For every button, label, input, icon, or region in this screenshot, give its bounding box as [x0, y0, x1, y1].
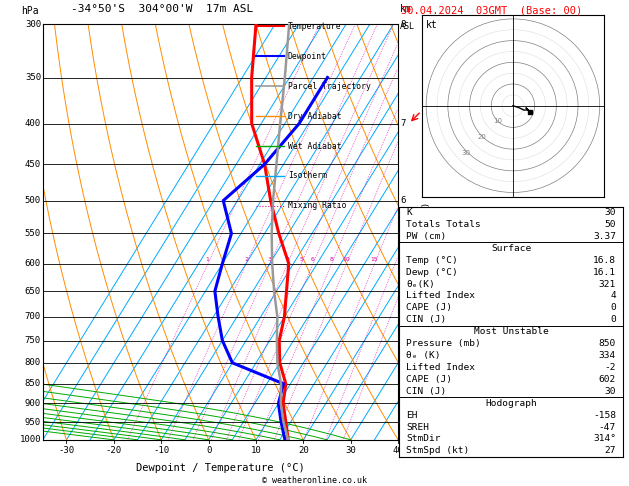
Text: kt: kt: [425, 20, 437, 30]
Text: 30.04.2024  03GMT  (Base: 00): 30.04.2024 03GMT (Base: 00): [401, 6, 582, 16]
Text: Surface: Surface: [491, 244, 531, 253]
Text: LCL: LCL: [400, 435, 416, 444]
Text: 5: 5: [299, 257, 303, 262]
Text: © weatheronline.co.uk: © weatheronline.co.uk: [262, 476, 367, 485]
Text: Mixing Ratio: Mixing Ratio: [288, 201, 347, 210]
Text: 1: 1: [400, 399, 405, 408]
Text: 400: 400: [25, 119, 41, 128]
Text: -30: -30: [58, 446, 74, 455]
Text: 15: 15: [370, 257, 378, 262]
Text: 10: 10: [343, 257, 350, 262]
Text: 10: 10: [250, 446, 262, 455]
Text: 334: 334: [599, 351, 616, 360]
Text: -2: -2: [604, 363, 616, 372]
Text: Pressure (mb): Pressure (mb): [406, 339, 481, 348]
Text: 30: 30: [462, 150, 470, 156]
Text: 4: 4: [400, 259, 405, 268]
Text: 800: 800: [25, 358, 41, 367]
Text: 0: 0: [206, 446, 211, 455]
Text: EH: EH: [406, 411, 418, 419]
Text: 30: 30: [604, 208, 616, 217]
Text: 50: 50: [604, 220, 616, 229]
Text: θₑ (K): θₑ (K): [406, 351, 440, 360]
Text: 650: 650: [25, 287, 41, 295]
Text: CAPE (J): CAPE (J): [406, 375, 452, 384]
Text: 8: 8: [400, 20, 405, 29]
Text: 7: 7: [400, 119, 405, 128]
Text: SREH: SREH: [406, 422, 429, 432]
Text: 850: 850: [599, 339, 616, 348]
Text: CAPE (J): CAPE (J): [406, 303, 452, 312]
Text: Temp (°C): Temp (°C): [406, 256, 458, 265]
Text: Dry Adiabat: Dry Adiabat: [288, 112, 342, 121]
Text: 0: 0: [610, 303, 616, 312]
Text: 5: 5: [400, 229, 405, 238]
Text: 314°: 314°: [593, 434, 616, 443]
Text: Lifted Index: Lifted Index: [406, 363, 475, 372]
Text: 850: 850: [25, 379, 41, 388]
Text: 20: 20: [298, 446, 309, 455]
Text: -20: -20: [106, 446, 122, 455]
Text: StmDir: StmDir: [406, 434, 440, 443]
Text: 6: 6: [400, 196, 405, 205]
Text: 950: 950: [25, 417, 41, 427]
Text: 900: 900: [25, 399, 41, 408]
Text: -34°50'S  304°00'W  17m ASL: -34°50'S 304°00'W 17m ASL: [71, 4, 253, 14]
Text: 8: 8: [330, 257, 333, 262]
Text: Dewp (°C): Dewp (°C): [406, 268, 458, 277]
Text: 300: 300: [25, 20, 41, 29]
Text: 20: 20: [477, 134, 486, 140]
Text: Most Unstable: Most Unstable: [474, 327, 548, 336]
Text: 16.1: 16.1: [593, 268, 616, 277]
Text: Parcel Trajectory: Parcel Trajectory: [288, 82, 371, 91]
Text: Mixing Ratio (g/kg): Mixing Ratio (g/kg): [422, 202, 431, 304]
Text: -158: -158: [593, 411, 616, 419]
Text: 500: 500: [25, 196, 41, 205]
Text: 0: 0: [610, 315, 616, 324]
Text: 1000: 1000: [19, 435, 41, 444]
Text: 750: 750: [25, 336, 41, 345]
Text: 30: 30: [345, 446, 356, 455]
Text: ASL: ASL: [400, 22, 415, 31]
Text: 321: 321: [599, 279, 616, 289]
Text: PW (cm): PW (cm): [406, 232, 447, 241]
Text: 550: 550: [25, 229, 41, 238]
Text: 600: 600: [25, 259, 41, 268]
Text: K: K: [406, 208, 412, 217]
Text: 10: 10: [493, 118, 502, 124]
Text: Isotherm: Isotherm: [288, 172, 327, 180]
Text: 30: 30: [604, 387, 616, 396]
Text: 2: 2: [244, 257, 248, 262]
Text: CIN (J): CIN (J): [406, 387, 447, 396]
Text: 700: 700: [25, 312, 41, 321]
Text: 27: 27: [604, 446, 616, 455]
Text: Dewpoint / Temperature (°C): Dewpoint / Temperature (°C): [136, 463, 305, 473]
Text: CIN (J): CIN (J): [406, 315, 447, 324]
Text: -47: -47: [599, 422, 616, 432]
Text: 2: 2: [400, 358, 405, 367]
Text: 450: 450: [25, 160, 41, 169]
Text: 4: 4: [610, 292, 616, 300]
Text: 1: 1: [206, 257, 209, 262]
Text: 4: 4: [286, 257, 289, 262]
Text: -10: -10: [153, 446, 169, 455]
Text: Hodograph: Hodograph: [485, 399, 537, 408]
Text: Wet Adiabat: Wet Adiabat: [288, 141, 342, 151]
Text: Temperature: Temperature: [288, 22, 342, 31]
Text: 16.8: 16.8: [593, 256, 616, 265]
Text: 602: 602: [599, 375, 616, 384]
Text: hPa: hPa: [21, 6, 39, 16]
Text: 3.37: 3.37: [593, 232, 616, 241]
Text: 40: 40: [392, 446, 404, 455]
Text: 350: 350: [25, 73, 41, 82]
Text: Totals Totals: Totals Totals: [406, 220, 481, 229]
Text: Dewpoint: Dewpoint: [288, 52, 327, 61]
Text: θₑ(K): θₑ(K): [406, 279, 435, 289]
Text: 3: 3: [268, 257, 272, 262]
Text: km: km: [400, 4, 412, 14]
Text: Lifted Index: Lifted Index: [406, 292, 475, 300]
Text: StmSpd (kt): StmSpd (kt): [406, 446, 469, 455]
Text: 3: 3: [400, 312, 405, 321]
Text: 6: 6: [311, 257, 314, 262]
